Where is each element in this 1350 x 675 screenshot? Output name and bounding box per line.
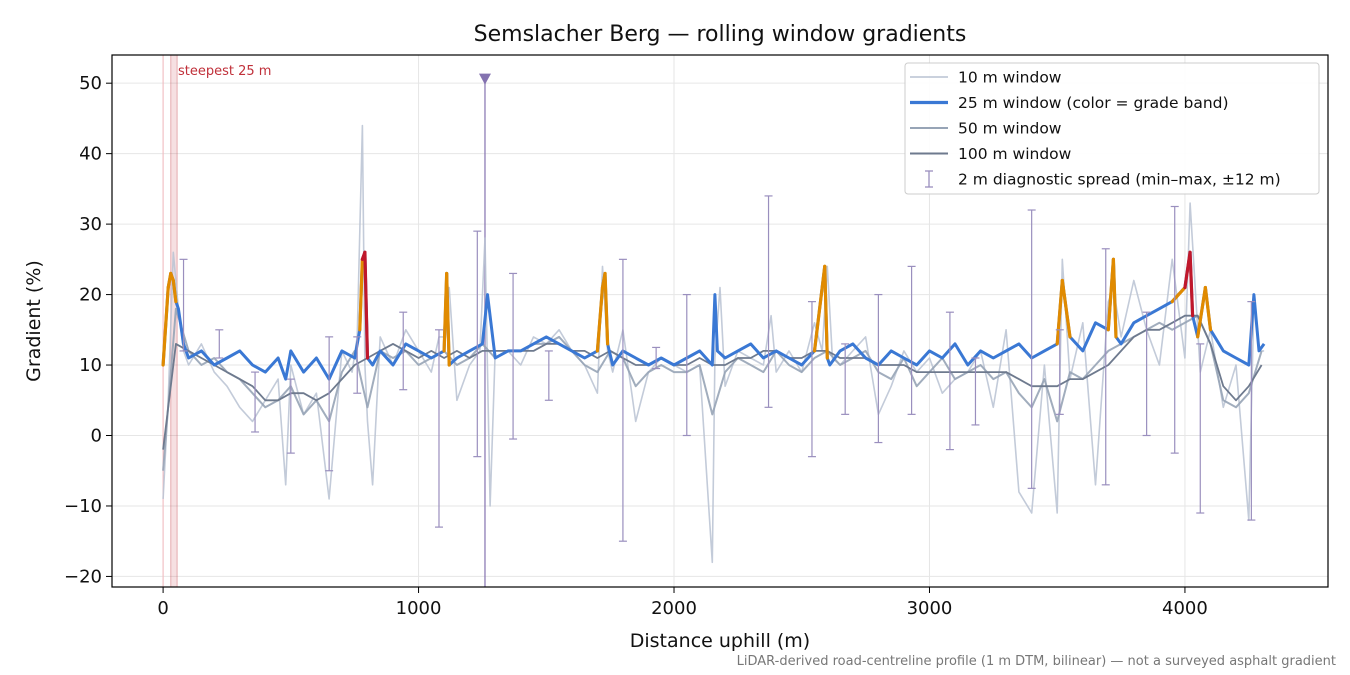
diagnostic-spread-bar: [399, 311, 408, 391]
y-tick-label: 40: [79, 144, 102, 165]
legend-label: 50 m window: [958, 120, 1062, 138]
grade-band-segment: [358, 257, 364, 332]
grade-band-segment: [823, 264, 829, 360]
grade-band-segment: [1188, 250, 1195, 318]
diagnostic-spread-layer: [179, 195, 1256, 542]
legend-box: [904, 62, 1320, 195]
diagnostic-spread-bar: [286, 378, 295, 454]
legend-label: 10 m window: [958, 69, 1062, 87]
diagnostic-spread-bar: [971, 357, 980, 426]
grade-band-segment: [363, 250, 370, 360]
diagnostic-spread-bar: [544, 350, 553, 401]
diagnostic-spread-bar: [325, 336, 334, 472]
y-tick-label: −10: [64, 496, 102, 517]
diagnostic-spread-bar: [652, 346, 661, 370]
diagnostic-spread-bar: [841, 343, 850, 415]
chart-title: Semslacher Berg — rolling window gradien…: [474, 22, 967, 47]
diagnostic-spread-bar: [945, 311, 954, 451]
y-axis-label: Gradient (%): [23, 260, 45, 382]
x-tick-label: 1000: [396, 598, 442, 619]
legend-entry: 2 m diagnostic spread (min–max, ±12 m): [925, 170, 1281, 189]
legend-label: 2 m diagnostic spread (min–max, ±12 m): [958, 171, 1281, 189]
legend: 10 m window 25 m window (color = grade ba…: [904, 62, 1320, 195]
x-tick-label: 2000: [651, 598, 697, 619]
diagnostic-spread-bar: [1027, 209, 1036, 489]
diagnostic-spread-bar: [1055, 329, 1064, 415]
y-tick-label: 0: [91, 426, 102, 447]
y-tick-label: 30: [79, 214, 102, 235]
grade-band-segment: [171, 278, 178, 304]
x-tick-label: 3000: [907, 598, 953, 619]
plot-frame: [111, 54, 1329, 588]
footnote: LiDAR-derived road-centreline profile (1…: [737, 654, 1336, 669]
diagnostic-spread-bar: [1247, 301, 1256, 521]
diagnostic-spread-bar: [907, 265, 916, 415]
diagnostic-spread-bar: [1196, 343, 1205, 514]
diagnostic-spread-bar: [682, 293, 691, 437]
diagnostic-spread-bar: [1170, 205, 1179, 454]
x-tick-label: 0: [157, 598, 168, 619]
x-axis-label: Distance uphill (m): [630, 630, 810, 652]
grade-band-segment: [812, 264, 827, 353]
diagnostic-spread-bar: [1101, 248, 1110, 486]
legend-entry: 10 m window: [910, 69, 1062, 87]
y-tick-label: −20: [64, 566, 102, 587]
legend-entry: 50 m window: [910, 120, 1062, 138]
grade-band-segment: [161, 285, 170, 367]
grade-band-segment: [1060, 278, 1072, 339]
diagnostic-spread-bar: [215, 329, 224, 359]
series-line-50m: [162, 307, 1263, 471]
diagnostic-spread-bar: [807, 301, 816, 458]
diagnostic-spread-bar: [251, 371, 260, 433]
diagnostic-spread-bar: [618, 258, 627, 542]
grade-band-segment: [603, 271, 610, 346]
y-tick-label: 50: [79, 73, 102, 94]
peak-marker: [478, 73, 491, 85]
grade-band-segment: [445, 271, 451, 367]
axis-ticks: 0 1000 2000 3000 4000 −20 −10 0 10 20 30 40 50: [64, 73, 1208, 619]
diagnostic-spread-bar: [434, 329, 443, 528]
diagnostic-spread-bar: [874, 293, 883, 444]
diagnostic-spread-bar: [179, 258, 188, 352]
steepest-annotation-label: steepest 25 m: [178, 64, 271, 79]
diagnostic-spread-bar: [509, 272, 518, 440]
grade-band-segment: [1111, 257, 1118, 339]
diagnostic-spread-bar: [353, 336, 362, 394]
legend-entry: 100 m window: [910, 145, 1072, 163]
x-tick-label: 4000: [1162, 598, 1208, 619]
grade-band-segment: [1203, 285, 1213, 332]
diagnostic-spread-bar: [1142, 311, 1151, 437]
legend-label: 25 m window (color = grade band): [958, 94, 1229, 112]
y-tick-label: 20: [79, 285, 102, 306]
diagnostic-spread-bar: [764, 195, 773, 408]
legend-entry: 25 m window (color = grade band): [910, 94, 1229, 112]
grade-band-segment: [1196, 285, 1207, 339]
y-tick-label: 10: [79, 355, 102, 376]
grade-band-segment: [1055, 278, 1064, 346]
legend-label: 100 m window: [958, 145, 1072, 163]
diagnostic-spread-bar: [473, 230, 482, 458]
annotation-layer: [162, 54, 491, 588]
grade-band-segment: [595, 285, 605, 353]
